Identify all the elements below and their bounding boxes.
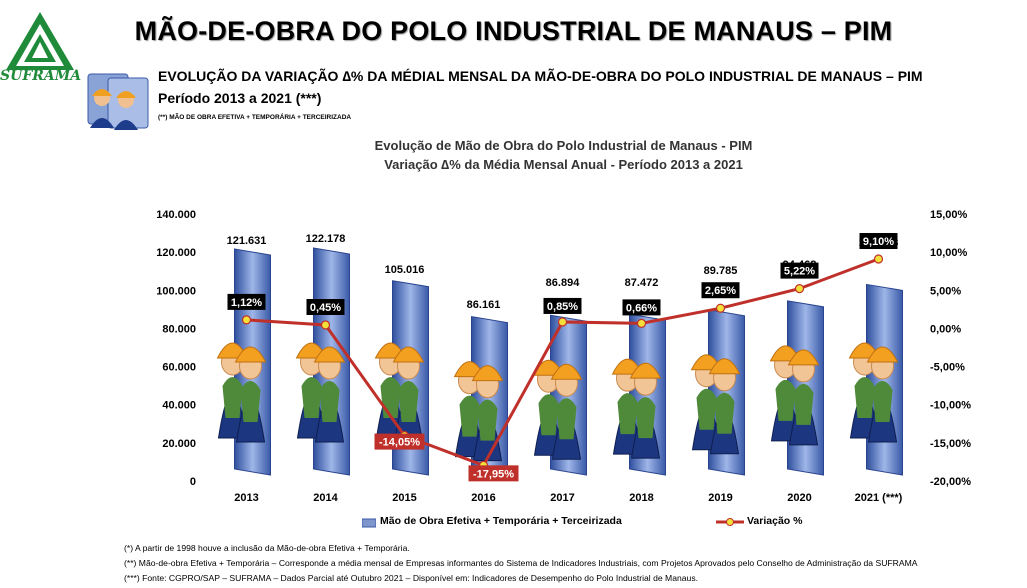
variation-point <box>794 284 805 294</box>
x-tick-label: 2018 <box>629 492 653 504</box>
y-right-tick-label: -15,00% <box>930 438 971 450</box>
bar <box>848 283 903 476</box>
variation-label: 0,66% <box>622 299 661 316</box>
svg-text:0,45%: 0,45% <box>310 302 341 314</box>
x-tick-label: 2019 <box>708 492 732 504</box>
svg-text:5,22%: 5,22% <box>784 266 815 278</box>
y-right-tick-label: -20,00% <box>930 476 971 488</box>
y-right-tick-label: 10,00% <box>930 247 968 259</box>
variation-point <box>241 315 252 325</box>
variation-label: 0,85% <box>543 297 582 314</box>
bar-value-label: 87.472 <box>625 277 659 289</box>
x-tick-label: 2021 (***) <box>855 492 903 504</box>
x-tick-label: 2014 <box>313 492 338 504</box>
svg-text:2,65%: 2,65% <box>705 285 736 297</box>
x-tick-label: 2016 <box>471 492 495 504</box>
x-tick-label: 2015 <box>392 492 416 504</box>
variation-label: 1,12% <box>227 293 266 310</box>
page-title: MÃO-DE-OBRA DO POLO INDUSTRIAL DE MANAUS… <box>134 16 893 46</box>
chart-note: (**) MÃO DE OBRA EFETIVA + TEMPORÁRIA + … <box>158 114 352 121</box>
svg-text:0,66%: 0,66% <box>626 302 657 314</box>
bar <box>216 248 271 476</box>
bar-value-label: 86.894 <box>546 277 581 289</box>
bar-value-label: 105.016 <box>385 264 425 276</box>
y-left-tick-label: 100.000 <box>156 285 196 297</box>
variation-point <box>715 303 726 313</box>
bar <box>769 300 824 476</box>
y-right-tick-label: -10,00% <box>930 400 971 412</box>
x-tick-label: 2020 <box>787 492 811 504</box>
y-left-tick-label: 40.000 <box>162 400 196 412</box>
y-left-tick-label: 60.000 <box>162 362 196 374</box>
bar-value-label: 89.785 <box>704 265 738 277</box>
y-left-tick-label: 140.000 <box>156 209 196 221</box>
svg-text:-14,05%: -14,05% <box>379 437 420 449</box>
bar <box>532 314 587 476</box>
svg-text:9,10%: 9,10% <box>863 236 894 248</box>
chart-title: Evolução de Mão de Obra do Polo Industri… <box>374 138 753 153</box>
variation-label: 5,22% <box>780 262 819 279</box>
footnote-1: (*) A partir de 1998 houve a inclusão da… <box>124 543 410 553</box>
svg-text:1,12%: 1,12% <box>231 297 262 309</box>
x-tick-label: 2013 <box>234 492 258 504</box>
bar <box>453 316 508 476</box>
footnote-3: (***) Fonte: CGPRO/SAP – SUFRAMA – Dados… <box>124 573 699 583</box>
y-left-tick-label: 80.000 <box>162 323 196 335</box>
variation-point <box>320 320 331 330</box>
x-tick-label: 2017 <box>550 492 574 504</box>
legend-bar-label: Mão de Obra Efetiva + Temporária + Terce… <box>380 515 622 527</box>
y-right-tick-label: -5,00% <box>930 362 965 374</box>
bar-value-label: 122.178 <box>306 233 346 245</box>
bar <box>611 313 666 476</box>
variation-point <box>636 318 647 328</box>
chart-subtitle: Variação ∆% da Média Mensal Anual - Perí… <box>384 157 743 172</box>
svg-text:0,85%: 0,85% <box>547 301 578 313</box>
y-right-tick-label: 15,00% <box>930 209 968 221</box>
variation-point <box>557 317 568 327</box>
variation-label: -17,95% <box>468 465 519 482</box>
variation-label: -14,05% <box>374 433 425 450</box>
y-left-tick-label: 120.000 <box>156 247 196 259</box>
variation-label: 2,65% <box>701 282 740 299</box>
chart-heading: EVOLUÇÃO DA VARIAÇÃO ∆% DA MÉDIAL MENSAL… <box>158 68 923 84</box>
workers-icon <box>87 73 149 130</box>
y-right-tick-label: 5,00% <box>930 285 961 297</box>
bar-value-label: 121.631 <box>227 235 267 247</box>
suframa-logo <box>6 12 74 70</box>
legend-line-label: Variação % <box>747 515 803 527</box>
legend-line-swatch <box>716 518 744 526</box>
y-left-tick-label: 0 <box>190 476 196 488</box>
bar <box>690 309 745 476</box>
variation-point <box>873 254 884 264</box>
bar <box>295 247 350 476</box>
y-left-tick-label: 20.000 <box>162 438 196 450</box>
bar-value-label: 86.161 <box>467 299 501 311</box>
footnote-2: (**) Mão-de-obra Efetiva + Temporária – … <box>124 558 918 568</box>
chart-period: Período 2013 a 2021 (***) <box>158 90 322 106</box>
legend-bar-swatch <box>362 518 376 528</box>
variation-label: 0,45% <box>306 298 345 315</box>
y-right-tick-label: 0,00% <box>930 323 961 335</box>
variation-label: 9,10% <box>859 233 898 250</box>
svg-text:-17,95%: -17,95% <box>473 468 514 480</box>
logo-text: SUFRAMA <box>0 68 82 84</box>
